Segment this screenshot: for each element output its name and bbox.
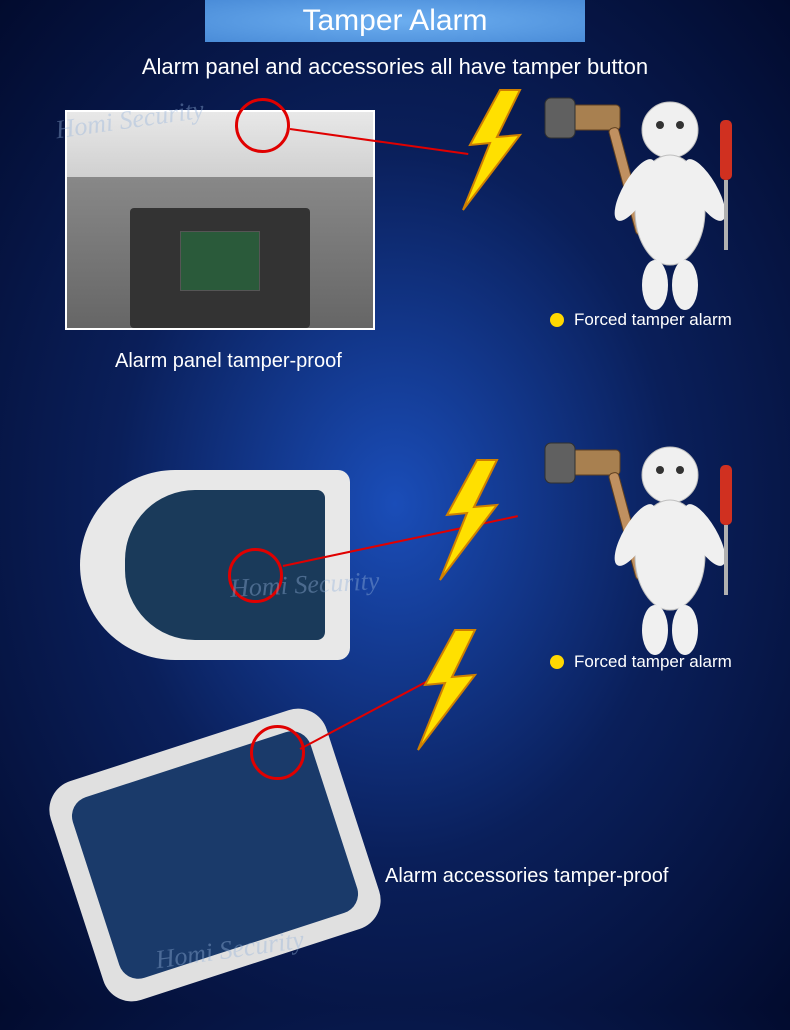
forced-tamper-row: Forced tamper alarm [550, 310, 732, 330]
alarm-panel-caption: Alarm panel tamper-proof [115, 350, 342, 373]
accessories-caption: Alarm accessories tamper-proof [385, 865, 668, 888]
lightning-bolt-icon [432, 455, 512, 585]
alarm-panel-image [65, 110, 375, 330]
forced-tamper-label: Forced tamper alarm [574, 652, 732, 672]
page-subtitle: Alarm panel and accessories all have tam… [0, 54, 790, 80]
forced-tamper-row: Forced tamper alarm [550, 652, 732, 672]
tamper-figure-icon [540, 435, 750, 655]
highlight-circle-icon [235, 98, 290, 153]
bullet-icon [550, 313, 564, 327]
section-accessories: Forced tamper alarm Alarm accessories ta… [0, 470, 790, 1030]
lightning-bolt-icon [455, 85, 535, 215]
sensor-image [80, 470, 350, 660]
lightning-bolt-icon [410, 625, 490, 755]
highlight-circle-icon [250, 725, 305, 780]
page-title: Tamper Alarm [302, 4, 487, 37]
forced-tamper-label: Forced tamper alarm [574, 310, 732, 330]
bullet-icon [550, 655, 564, 669]
title-bar: Tamper Alarm [205, 0, 585, 42]
tamper-figure-icon [540, 90, 750, 310]
section-alarm-panel: Forced tamper alarm Alarm panel tamper-p… [0, 110, 790, 410]
